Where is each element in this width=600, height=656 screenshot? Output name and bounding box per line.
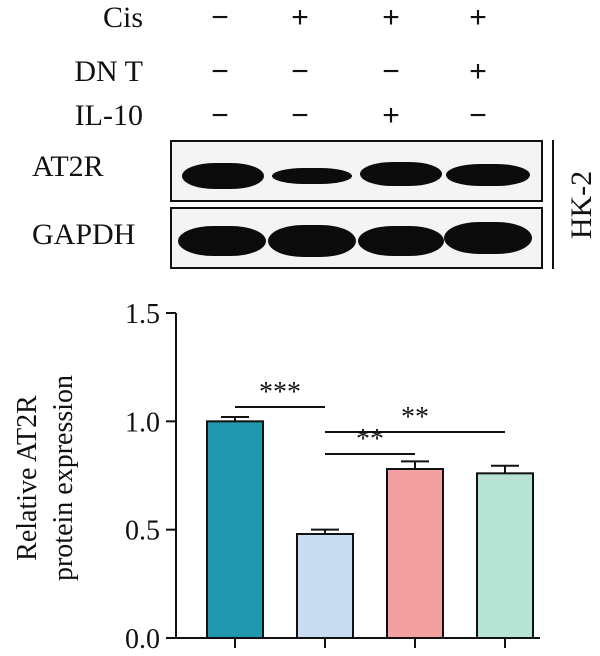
at2r-band [182, 163, 264, 189]
treatment-sign: + [469, 55, 487, 88]
treatment-label: DN T [74, 55, 143, 88]
gapdh-band [178, 226, 266, 256]
at2r-band [446, 164, 530, 186]
y-axis-label: protein expression [48, 375, 79, 581]
y-tick-label: 1.0 [125, 407, 160, 438]
y-tick-label: 0.5 [125, 516, 160, 547]
bar [386, 468, 444, 639]
y-tick-label: 1.5 [125, 299, 160, 330]
treatment-sign: + [382, 99, 400, 132]
treatment-sign: + [382, 1, 400, 34]
treatment-sign: − [291, 55, 309, 88]
treatment-sign: − [382, 55, 400, 88]
bar-chart: 0.0 0.5 1.0 1.5 Relative AT2R protein express… [12, 299, 540, 655]
at2r-band [272, 168, 352, 184]
bar [476, 472, 534, 639]
significance-label: *** [259, 377, 301, 408]
y-axis-label: Relative AT2R [12, 395, 43, 561]
bar [296, 533, 354, 639]
treatment-sign: − [211, 55, 229, 88]
blot-label-at2r: AT2R [32, 150, 104, 183]
gapdh-band [444, 222, 532, 254]
cell-line-label: HK-2 [565, 170, 599, 240]
significance-label: ** [401, 402, 429, 433]
treatment-sign: − [291, 99, 309, 132]
gapdh-band [268, 225, 356, 257]
y-tick-label: 0.0 [125, 624, 160, 655]
treatment-sign: − [211, 99, 229, 132]
treatment-label: Cis [102, 1, 143, 34]
significance-label: ** [356, 424, 384, 455]
treatment-sign: + [291, 1, 309, 34]
treatment-sign: + [469, 1, 487, 34]
gapdh-band [358, 226, 444, 256]
treatment-sign: − [211, 1, 229, 34]
cell-line-bracket [552, 140, 554, 269]
treatment-label: IL-10 [74, 99, 143, 132]
treatment-sign: − [469, 99, 487, 132]
blot-label-gapdh: GAPDH [32, 218, 136, 251]
at2r-band [360, 162, 442, 186]
bar [206, 420, 264, 639]
